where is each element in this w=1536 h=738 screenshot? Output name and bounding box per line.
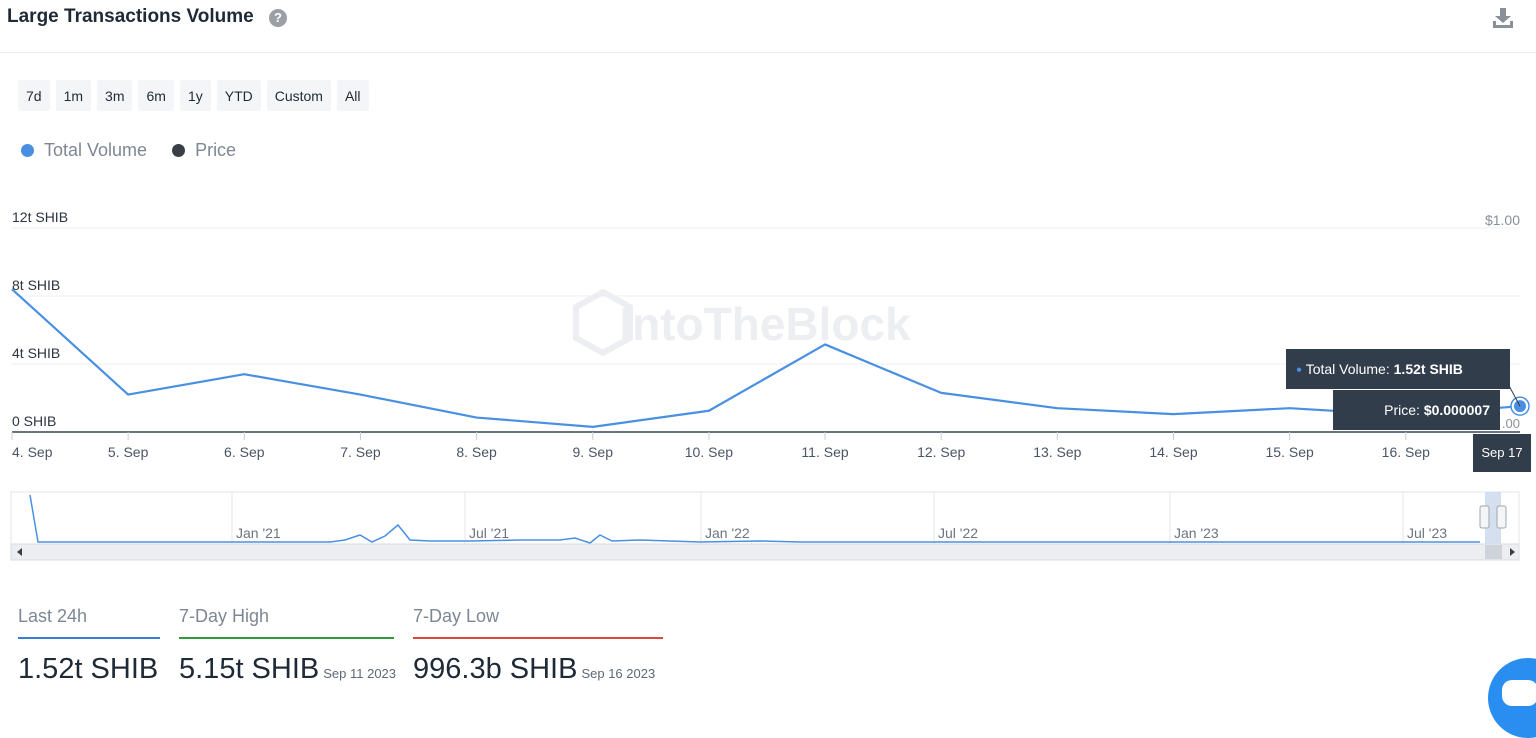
tooltip-volume: ● Total Volume: 1.52t SHIB (1286, 349, 1510, 389)
chart-header: Large Transactions Volume ? (0, 0, 1536, 53)
range-ytd-button[interactable]: YTD (217, 80, 261, 111)
navigator-label-4: Jan '23 (1174, 525, 1219, 541)
time-range-selector: 7d 1m 3m 6m 1y YTD Custom All (18, 80, 369, 111)
range-6m-button[interactable]: 6m (138, 80, 173, 111)
range-1m-button[interactable]: 1m (56, 80, 91, 111)
y-axis-label-1: 4t SHIB (12, 345, 60, 361)
x-axis-label-1: 5. Sep (108, 444, 149, 460)
chart-title: Large Transactions Volume (7, 6, 254, 28)
main-chart[interactable]: IntoTheBlock 0 SHIB 4t SHIB 8t SHIB 12t SHIB… (0, 200, 1536, 480)
navigator-scrollbar-track[interactable] (11, 544, 1519, 560)
x-axis-label-10: 14. Sep (1149, 444, 1197, 460)
stat-last-24h-label: Last 24h (18, 606, 160, 637)
navigator-label-1: Jul '21 (469, 525, 509, 541)
stat-last-24h: Last 24h 1.52t SHIB (18, 606, 160, 686)
y-axis-label-3: 12t SHIB (12, 209, 68, 225)
legend-price-label: Price (195, 140, 236, 161)
tooltip-price: Price: $0.000007 (1333, 390, 1500, 430)
navigator-handle-left[interactable] (1480, 506, 1489, 528)
tooltip-price-value: $0.000007 (1424, 402, 1490, 418)
stat-7day-high: 7-Day High 5.15t SHIB Sep 11 2023 (179, 606, 394, 686)
tooltip-price-label: Price: (1384, 402, 1420, 418)
range-7d-button[interactable]: 7d (18, 80, 50, 111)
stat-7day-low-underline (413, 637, 663, 639)
stat-7day-high-value: 5.15t SHIB Sep 11 2023 (179, 653, 394, 686)
x-axis-label-5: 9. Sep (573, 444, 614, 460)
stat-7day-low: 7-Day Low 996.3b SHIB Sep 16 2023 (413, 606, 663, 686)
legend-total-volume[interactable]: Total Volume (21, 140, 147, 161)
range-navigator[interactable]: Jan '21 Jul '21 Jan '22 Jul '22 Jan '23 Jul '… (0, 490, 1536, 564)
stat-last-24h-underline (18, 637, 160, 639)
y-axis-label-2: 8t SHIB (12, 277, 60, 293)
legend-price[interactable]: Price (172, 140, 236, 161)
help-icon[interactable]: ? (269, 9, 287, 27)
y-axis-label-0: 0 SHIB (12, 413, 56, 429)
x-axis-label-3: 7. Sep (340, 444, 381, 460)
navigator-label-5: Jul '23 (1407, 525, 1447, 541)
download-icon[interactable] (1491, 7, 1515, 29)
legend-total-volume-label: Total Volume (44, 140, 147, 161)
stats-panel: Last 24h 1.52t SHIB 7-Day High 5.15t SHI… (0, 606, 1536, 718)
tooltip-volume-dot: ● (1296, 364, 1302, 375)
stat-last-24h-value: 1.52t SHIB (18, 653, 160, 686)
right-axis-partial-label: .00 (1502, 416, 1520, 431)
stat-7day-low-label: 7-Day Low (413, 606, 663, 637)
range-all-button[interactable]: All (337, 80, 369, 111)
x-axis-label-0: 4. Sep (12, 444, 53, 460)
x-axis-label-7: 11. Sep (801, 444, 848, 460)
chart-legend: Total Volume Price (21, 140, 236, 161)
chat-icon (1502, 680, 1536, 706)
navigator-label-3: Jul '22 (938, 525, 978, 541)
stat-7day-high-label: 7-Day High (179, 606, 394, 637)
stat-7day-high-date: Sep 11 2023 (323, 666, 396, 681)
tooltip-date-label: Sep 17 (1481, 445, 1522, 460)
x-axis-label-6: 10. Sep (685, 444, 733, 460)
stat-7day-high-underline (179, 637, 394, 639)
x-axis-label-8: 12. Sep (917, 444, 965, 460)
stat-7day-low-date: Sep 16 2023 (581, 666, 655, 681)
stat-7day-high-amount: 5.15t SHIB (179, 653, 319, 685)
range-1y-button[interactable]: 1y (180, 80, 211, 111)
x-axis-label-2: 6. Sep (224, 444, 265, 460)
legend-total-volume-dot (21, 144, 34, 157)
range-3m-button[interactable]: 3m (97, 80, 132, 111)
navigator-handle-right[interactable] (1497, 506, 1506, 528)
stat-7day-low-value: 996.3b SHIB Sep 16 2023 (413, 653, 663, 686)
tooltip-volume-value: 1.52t SHIB (1394, 361, 1463, 377)
stat-7day-low-amount: 996.3b SHIB (413, 653, 577, 685)
navigator-label-0: Jan '21 (236, 525, 281, 541)
navigator-label-2: Jan '22 (705, 525, 750, 541)
x-axis-label-12: 16. Sep (1382, 444, 1430, 460)
tooltip-date: Sep 17 (1473, 434, 1531, 472)
navigator-scrollbar-thumb[interactable] (1485, 545, 1502, 559)
stat-last-24h-amount: 1.52t SHIB (18, 653, 158, 685)
x-axis-label-4: 8. Sep (456, 444, 497, 460)
range-custom-button[interactable]: Custom (267, 80, 331, 111)
x-axis-label-11: 15. Sep (1266, 444, 1314, 460)
legend-price-dot (172, 144, 185, 157)
x-axis-label-9: 13. Sep (1033, 444, 1081, 460)
right-axis-label: $1.00 (1485, 212, 1520, 228)
watermark: IntoTheBlock (619, 298, 911, 350)
tooltip-volume-label: Total Volume: (1306, 361, 1390, 377)
